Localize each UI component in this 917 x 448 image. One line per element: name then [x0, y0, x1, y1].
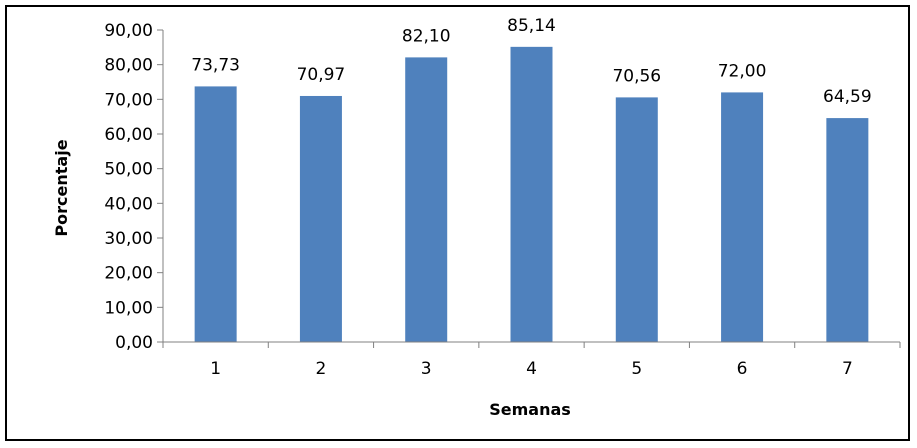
x-tick-label: 7	[842, 359, 853, 379]
x-tick-label: 4	[526, 359, 537, 379]
y-tick-label: 50,00	[104, 160, 153, 180]
data-label: 73,73	[191, 55, 240, 75]
data-label: 72,00	[718, 61, 767, 81]
y-tick-label: 90,00	[104, 21, 153, 41]
data-label: 70,97	[297, 65, 346, 85]
x-tick-label: 3	[421, 359, 432, 379]
y-tick-label: 10,00	[104, 298, 153, 318]
data-label: 70,56	[612, 66, 661, 86]
y-tick-label: 30,00	[104, 229, 153, 249]
data-label: 64,59	[823, 87, 872, 107]
bars	[194, 46, 869, 343]
x-tick-label: 1	[210, 359, 221, 379]
x-tick-label: 6	[737, 359, 748, 379]
x-axis-title: Semanas	[489, 400, 571, 419]
y-tick-label: 70,00	[104, 90, 153, 110]
bar	[826, 118, 869, 342]
y-tick-label: 60,00	[104, 125, 153, 145]
bar	[721, 92, 764, 343]
bar	[405, 57, 448, 343]
bar	[299, 95, 342, 342]
x-tick-label: 2	[316, 359, 327, 379]
bar	[615, 97, 658, 342]
y-tick-label: 0,00	[115, 333, 153, 353]
data-labels: 73,73 70,97 82,10 85,14 70,56 72,00 64,59	[191, 16, 871, 107]
bar	[194, 86, 237, 342]
y-tick-label: 40,00	[104, 194, 153, 214]
x-axis-ticks: 1 2 3 4 5 6 7	[162, 342, 901, 379]
bar	[510, 46, 553, 343]
y-tick-label: 20,00	[104, 264, 153, 284]
y-axis-title: Porcentaje	[52, 139, 71, 236]
y-tick-label: 80,00	[104, 56, 153, 76]
x-tick-label: 5	[631, 359, 642, 379]
data-label: 82,10	[402, 26, 451, 46]
y-axis-title-group: Porcentaje	[52, 139, 71, 236]
data-label: 85,14	[507, 16, 556, 36]
y-axis-ticks: 0,00 10,00 20,00 30,00 40,00 50,00 60,00 70,00 8…	[104, 21, 163, 353]
